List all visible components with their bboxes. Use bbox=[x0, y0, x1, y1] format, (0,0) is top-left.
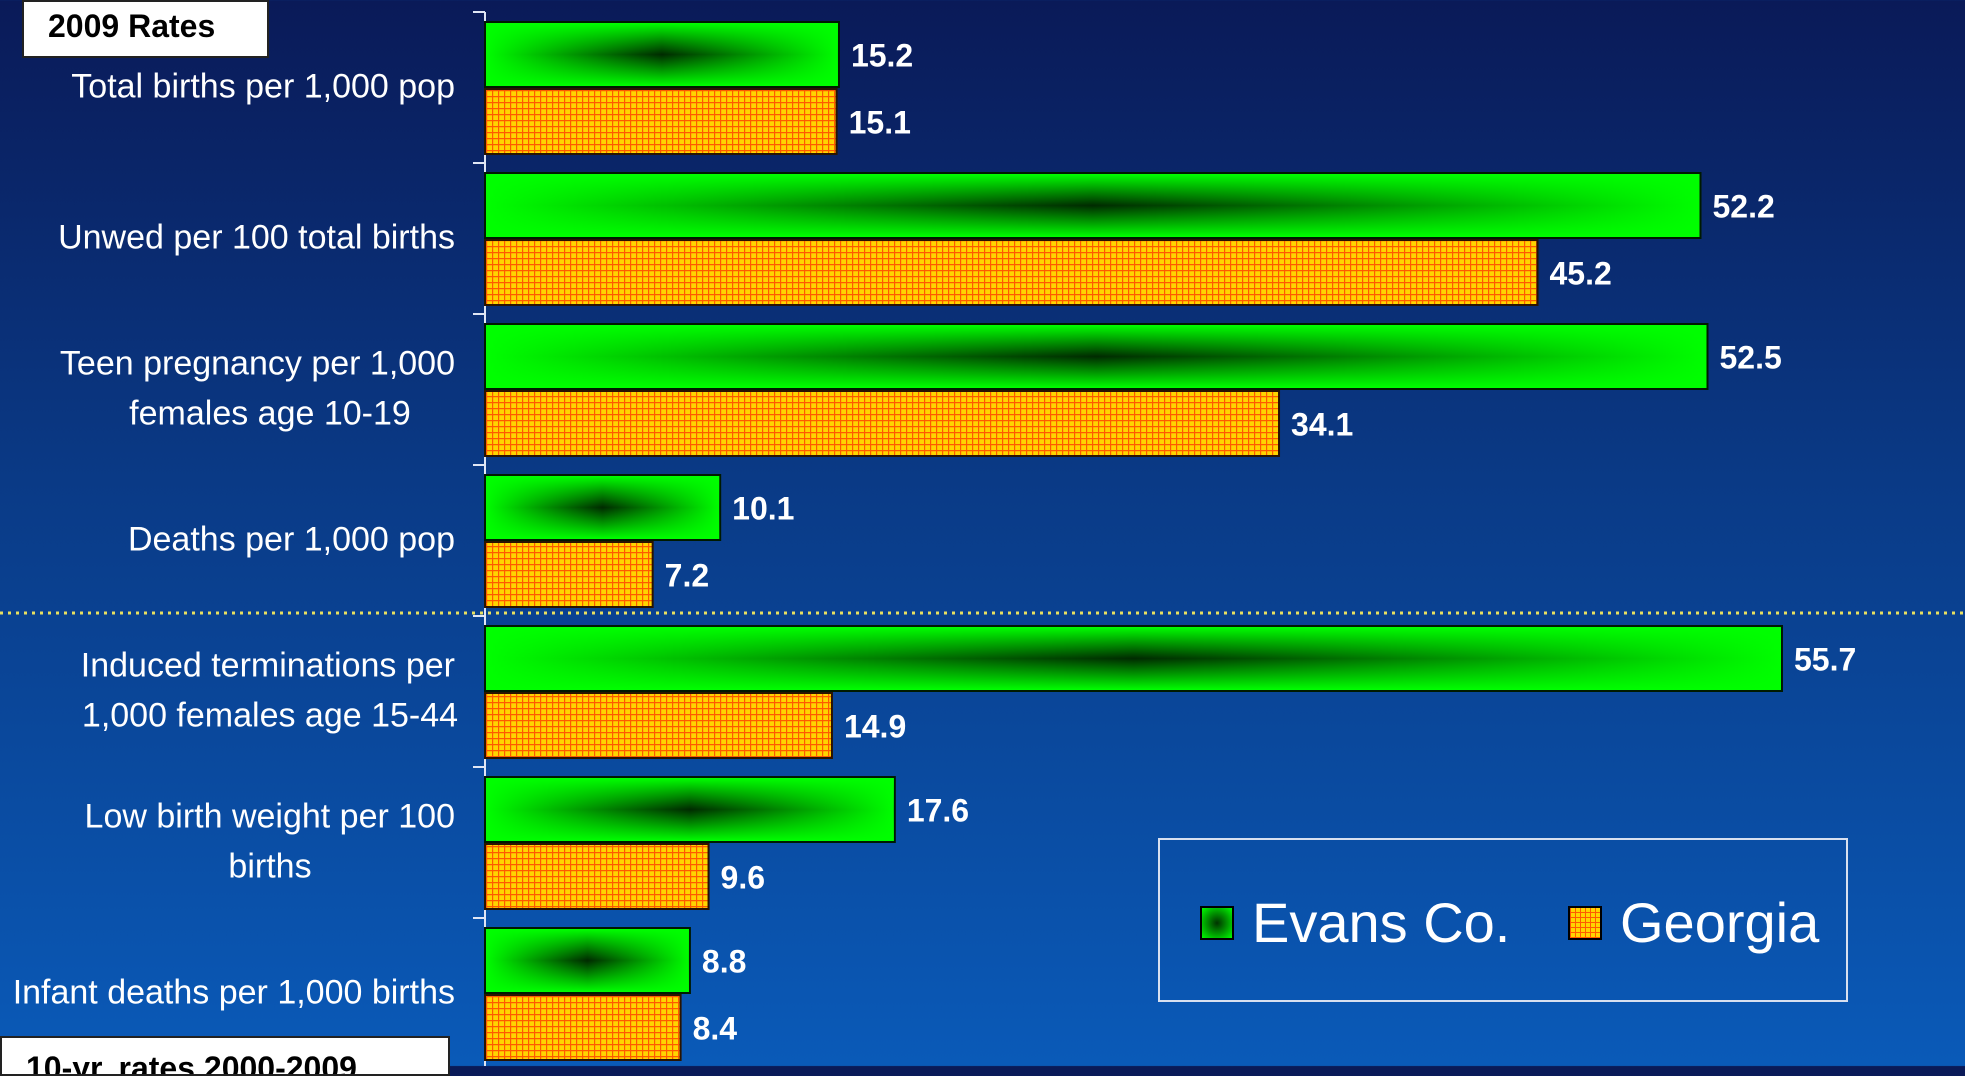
bar-evans-shade bbox=[486, 627, 1781, 690]
data-label-evans: 8.8 bbox=[702, 944, 746, 980]
bar-georgia bbox=[484, 390, 1281, 457]
bar-evans-shade bbox=[486, 23, 838, 86]
category-label: Infant deaths per 1,000 births bbox=[13, 974, 455, 1012]
data-label-georgia: 9.6 bbox=[721, 860, 765, 896]
legend-item-evans: Evans Co. bbox=[1200, 890, 1510, 955]
data-label-evans: 15.2 bbox=[851, 38, 913, 74]
bar-evans-shade bbox=[486, 174, 1700, 237]
bar-georgia bbox=[484, 239, 1539, 306]
legend-item-georgia: Georgia bbox=[1568, 890, 1819, 955]
data-label-evans: 10.1 bbox=[732, 491, 794, 527]
category-label: Unwed per 100 total births bbox=[58, 219, 455, 257]
category-label: Total births per 1,000 pop bbox=[71, 68, 455, 106]
legend-swatch-evans bbox=[1200, 905, 1234, 940]
data-label-georgia: 34.1 bbox=[1291, 407, 1353, 443]
rates-2009-tag: 2009 Rates bbox=[22, 0, 269, 58]
bar-evans-shade bbox=[486, 778, 894, 841]
bar-evans-shade bbox=[486, 476, 720, 539]
rates-10yr-tag: 10-yr. rates 2000-2009 bbox=[0, 1036, 450, 1076]
bar-evans-shade bbox=[486, 929, 689, 992]
category-label: Deaths per 1,000 pop bbox=[128, 521, 455, 559]
category-label: Low birth weight per 100 births bbox=[85, 798, 455, 886]
bar-evans-shade bbox=[486, 325, 1707, 388]
legend-swatch-georgia bbox=[1568, 905, 1602, 940]
bar-georgia bbox=[484, 88, 838, 155]
legend-label-georgia: Georgia bbox=[1620, 891, 1820, 954]
data-label-georgia: 15.1 bbox=[849, 105, 911, 141]
chart-legend: Evans Co. Georgia bbox=[1158, 838, 1848, 1002]
bar-georgia bbox=[484, 843, 710, 910]
bar-georgia bbox=[484, 994, 682, 1061]
data-label-georgia: 7.2 bbox=[665, 558, 709, 594]
data-label-evans: 52.2 bbox=[1713, 189, 1775, 225]
bar-georgia bbox=[484, 692, 833, 759]
data-label-evans: 52.5 bbox=[1719, 340, 1781, 376]
data-label-evans: 17.6 bbox=[907, 793, 969, 829]
data-label-georgia: 8.4 bbox=[693, 1011, 738, 1047]
data-label-georgia: 14.9 bbox=[844, 709, 906, 745]
category-label: Teen pregnancy per 1,000 females age 10-1… bbox=[60, 345, 455, 433]
bar-georgia bbox=[484, 541, 654, 608]
category-label: Induced terminations per 1,000 females ag… bbox=[81, 647, 458, 735]
data-label-evans: 55.7 bbox=[1794, 642, 1856, 678]
legend-label-evans: Evans Co. bbox=[1252, 891, 1511, 954]
data-label-georgia: 45.2 bbox=[1550, 256, 1612, 292]
